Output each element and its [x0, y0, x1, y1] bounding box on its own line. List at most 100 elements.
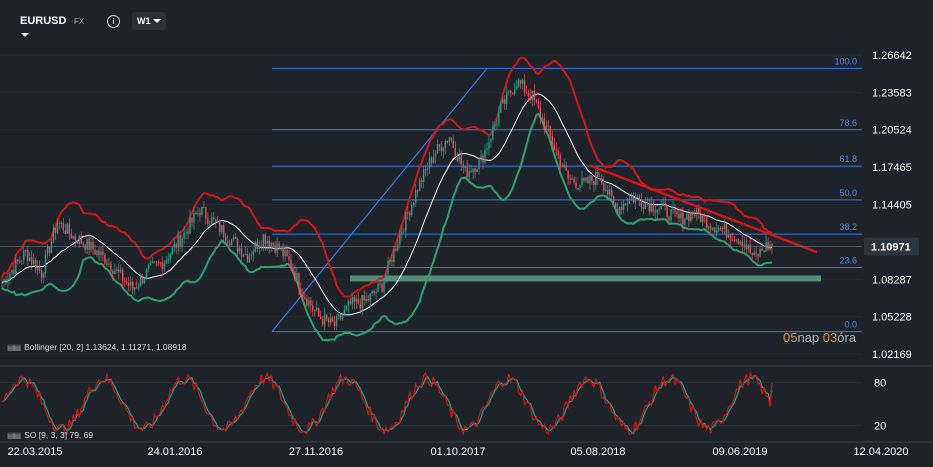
chevron-down-icon	[153, 19, 161, 23]
candle-body	[409, 213, 411, 216]
candle-body	[444, 140, 447, 148]
candle-body	[510, 90, 512, 93]
price-tick-label: 1.23583	[872, 87, 912, 99]
candle-body	[456, 156, 458, 161]
candle-body	[771, 244, 773, 248]
candle-body	[124, 281, 126, 283]
candle-body	[508, 90, 510, 93]
candle-body	[403, 231, 405, 233]
candle-body	[351, 297, 354, 305]
candle-body	[549, 126, 551, 137]
candle-body	[302, 294, 304, 298]
candle-body	[614, 203, 617, 209]
so-legend[interactable]: ▤▤ SO [9, 3, 3] 79, 69	[7, 430, 93, 440]
symbol-label[interactable]: EURUSD	[20, 15, 67, 27]
candle-body	[660, 206, 662, 209]
candle-body	[569, 178, 571, 180]
candle-body	[104, 254, 106, 264]
caret-down-icon[interactable]	[21, 33, 29, 37]
candle-body	[452, 140, 455, 148]
candle-body	[506, 92, 508, 104]
candle-body	[149, 262, 152, 266]
candle-body	[737, 239, 740, 244]
fib-level-label: 78.6	[839, 118, 857, 128]
candle-body	[632, 196, 635, 203]
candle-body	[68, 223, 70, 234]
candle-body	[331, 317, 334, 322]
candle-body	[559, 155, 561, 167]
candle-body	[731, 239, 734, 241]
settings-icon[interactable]: ▤▤	[7, 342, 21, 352]
candle-body	[76, 240, 78, 244]
candle-body	[38, 266, 41, 271]
candle-body	[5, 279, 7, 284]
fib-diagonal	[271, 67, 488, 333]
candle-body	[713, 227, 716, 233]
time-tick-label: 24.01.2016	[147, 446, 202, 458]
candle-body	[290, 259, 292, 268]
candle-body	[587, 177, 589, 184]
candle-body	[753, 252, 755, 256]
candle-body	[480, 155, 482, 159]
candle-body	[553, 144, 555, 150]
candle-body	[36, 266, 39, 271]
candle-body	[262, 234, 264, 247]
candle-body	[32, 260, 35, 264]
candle-body	[397, 244, 399, 251]
candle-body	[624, 203, 627, 205]
candle-body	[310, 300, 312, 306]
candle-body	[268, 240, 270, 247]
bollinger-legend[interactable]: ▤▤ Bollinger [20, 2] 1.13624, 1.11271, 1…	[7, 342, 187, 352]
price-tick-label: 1.02169	[872, 349, 912, 361]
candle-body	[1, 282, 3, 284]
candle-body	[525, 92, 528, 94]
candle-body	[286, 250, 288, 256]
candle-body	[769, 244, 771, 250]
candle-body	[557, 150, 559, 156]
candle-body	[211, 217, 213, 224]
candle-body	[94, 249, 96, 255]
candle-body	[353, 297, 356, 302]
candle-body	[696, 206, 698, 215]
candle-body	[323, 314, 326, 325]
candle-body	[415, 190, 417, 203]
candle-body	[583, 178, 585, 182]
candle-body	[165, 260, 167, 264]
candle-body	[171, 247, 173, 255]
settings-icon[interactable]: ▤▤	[7, 430, 21, 440]
candle-body	[179, 235, 181, 247]
candle-body	[129, 281, 132, 286]
candle-body	[199, 212, 201, 215]
candle-body	[375, 291, 377, 294]
candle-body	[248, 255, 251, 263]
candle-body	[66, 223, 69, 234]
candle-body	[155, 261, 158, 263]
candle-body	[329, 317, 332, 323]
countdown-hours: 03	[822, 330, 838, 345]
candle-body	[355, 298, 358, 302]
candle-body	[379, 283, 381, 285]
price-tick-label: 1.14405	[872, 200, 912, 212]
candle-body	[126, 281, 128, 283]
candle-body	[316, 307, 318, 311]
candle-body	[29, 257, 31, 262]
price-tick-label: 1.20524	[872, 125, 912, 137]
time-tick-label: 12.04.2020	[853, 446, 908, 458]
so-tick-label: 80	[874, 377, 886, 389]
info-icon[interactable]: i	[107, 15, 120, 28]
candle-body	[100, 251, 102, 256]
timeframe-select[interactable]: W1	[132, 12, 166, 30]
fib-level-label: 38.2	[839, 222, 857, 232]
candle-body	[294, 271, 296, 280]
candle-body	[284, 250, 286, 257]
fib-level-label: 100.0	[834, 56, 857, 66]
candle-body	[688, 213, 690, 222]
candle-body	[464, 166, 466, 168]
candle-body	[23, 250, 25, 261]
candle-body	[717, 227, 720, 231]
candle-body	[367, 298, 369, 301]
candle-body	[90, 242, 92, 250]
candle-body	[646, 202, 648, 204]
countdown-days: 05	[783, 330, 798, 345]
